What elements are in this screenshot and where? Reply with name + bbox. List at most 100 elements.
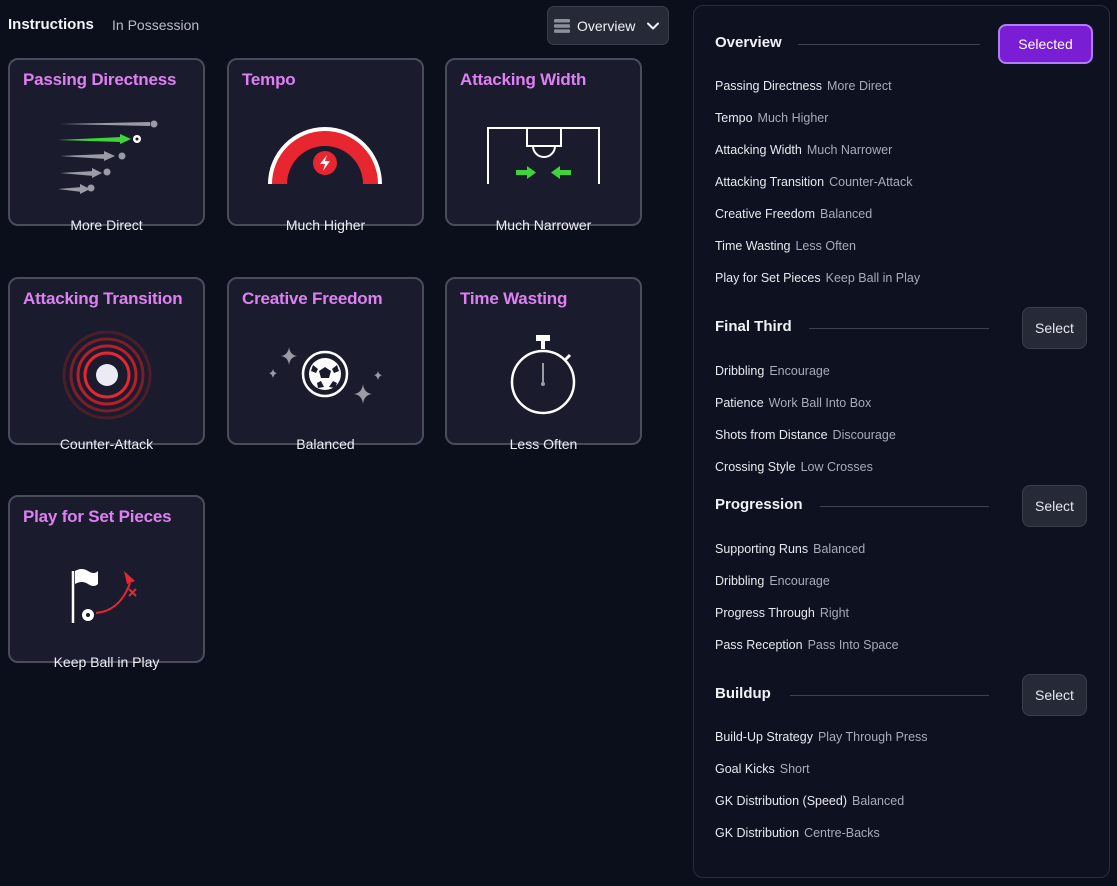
list-item: Tempo Much Higher [715, 111, 828, 125]
select-button[interactable]: Select [1022, 674, 1087, 716]
item-key: Dribbling [715, 364, 765, 378]
card-value: Keep Ball in Play [53, 654, 160, 670]
item-key: Attacking Transition [715, 175, 825, 189]
item-key: Time Wasting [715, 239, 791, 253]
item-key: Creative Freedom [715, 207, 816, 221]
item-key: Pass Reception [715, 638, 803, 652]
card-passing-directness[interactable]: Passing Directness More Direct [8, 58, 205, 233]
item-value: Balanced [813, 542, 866, 556]
card-title: Tempo [242, 70, 296, 89]
list-item: Attacking Transition Counter-Attack [715, 175, 912, 189]
list-item: Crossing Style Low Crosses [715, 460, 873, 474]
item-value: Keep Ball in Play [825, 271, 921, 285]
item-key: GK Distribution [715, 826, 800, 840]
instructions-panel: Overview Selected Passing Directness More… [693, 5, 1110, 878]
list-item: Build-Up Strategy Play Through Press [715, 730, 928, 744]
item-key: Patience [715, 396, 764, 410]
list-item: Progress Through Right [715, 606, 849, 620]
card-title: Time Wasting [460, 289, 568, 308]
list-item: Shots from Distance Discourage [715, 428, 896, 442]
card-value: More Direct [70, 217, 143, 233]
section-divider [809, 328, 989, 329]
stopwatch-icon [510, 335, 576, 415]
item-key: Build-Up Strategy [715, 730, 813, 744]
list-item: Attacking Width Much Narrower [715, 143, 892, 157]
card-title: Passing Directness [23, 70, 177, 89]
card-tempo[interactable]: Tempo Much Higher [227, 58, 424, 233]
card-play-for-set-pieces[interactable]: Play for Set Pieces Keep Ball in Play [8, 495, 205, 670]
item-value: Encourage [769, 364, 830, 378]
lines-icon [554, 18, 570, 33]
page-subtitle: In Possession [112, 17, 200, 33]
list-item: Patience Work Ball Into Box [715, 396, 871, 410]
item-value: Much Narrower [806, 143, 893, 157]
card-value: Much Narrower [495, 217, 592, 233]
item-key: Play for Set Pieces [715, 271, 821, 285]
item-value: Centre-Backs [804, 826, 880, 840]
item-key: Passing Directness [715, 79, 822, 93]
item-value: Balanced [852, 794, 905, 808]
card-value: Counter-Attack [59, 436, 154, 452]
view-dropdown-label: Overview [577, 17, 636, 34]
list-item: Time Wasting Less Often [715, 239, 856, 253]
section-title: Progression [715, 496, 803, 513]
item-value: Short [779, 762, 810, 776]
item-key: Crossing Style [715, 460, 796, 474]
item-value: Low Crosses [800, 460, 873, 474]
list-item: Passing Directness More Direct [715, 79, 892, 93]
item-key: Goal Kicks [715, 762, 775, 776]
card-time-wasting[interactable]: Time Wasting Less Often [445, 277, 642, 452]
card-attacking-width[interactable]: Attacking Width Much Narrower [445, 58, 642, 233]
card-value: Balanced [296, 436, 355, 452]
section-progression: Progression Select [715, 485, 1087, 527]
item-value: Encourage [769, 574, 830, 588]
view-dropdown[interactable]: Overview [547, 6, 669, 45]
item-value: Much Higher [757, 111, 829, 125]
select-button[interactable]: Select [1022, 307, 1087, 349]
section-title: Overview [715, 34, 782, 51]
list-item: Goal Kicks Short [715, 762, 810, 776]
list-item: Creative Freedom Balanced [715, 207, 872, 221]
ball-sparkles-icon [269, 347, 382, 404]
list-item: GK Distribution (Speed) Balanced [715, 794, 904, 808]
card-creative-freedom[interactable]: Creative Freedom Balanced [227, 277, 424, 452]
item-key: Attacking Width [715, 143, 802, 157]
section-overview: Overview Selected [715, 23, 1093, 64]
top-bar: Instructions In Possession Overview [8, 6, 670, 46]
list-item: Dribbling Encourage [715, 574, 830, 588]
item-value: Balanced [820, 207, 873, 221]
card-title: Play for Set Pieces [23, 507, 172, 526]
list-item: Supporting Runs Balanced [715, 542, 865, 556]
item-value: More Direct [827, 79, 892, 93]
item-value: Pass Into Space [807, 638, 899, 652]
item-value: Discourage [832, 428, 896, 442]
list-item: Pass Reception Pass Into Space [715, 638, 899, 652]
section-divider [790, 695, 989, 696]
list-item: GK Distribution Centre-Backs [715, 826, 880, 840]
card-title: Attacking Transition [23, 289, 183, 308]
pitch-narrow-icon [487, 127, 600, 184]
card-title: Attacking Width [460, 70, 587, 89]
list-item: Dribbling Encourage [715, 364, 830, 378]
item-value: Play Through Press [817, 730, 928, 744]
item-key: Dribbling [715, 574, 765, 588]
corner-flag-icon [71, 569, 137, 623]
ball-arrows-icon [58, 120, 158, 194]
item-key: GK Distribution (Speed) [715, 794, 848, 808]
chevron-down-icon [647, 22, 659, 30]
section-title: Buildup [715, 685, 771, 702]
list-item: Play for Set Pieces Keep Ball in Play [715, 271, 920, 285]
section-title: Final Third [715, 318, 792, 335]
card-value: Less Often [509, 436, 578, 452]
select-button[interactable]: Select [1022, 485, 1087, 527]
section-divider [798, 44, 980, 45]
item-value: Right [819, 606, 850, 620]
section-divider [820, 506, 989, 507]
card-attacking-transition[interactable]: Attacking Transition Counter-Attack [8, 277, 205, 452]
item-key: Shots from Distance [715, 428, 828, 442]
section-buildup: Buildup Select [715, 674, 1087, 716]
card-title: Creative Freedom [242, 289, 383, 308]
selected-button[interactable]: Selected [998, 24, 1093, 64]
item-value: Less Often [795, 239, 856, 253]
gauge-lightning-icon [268, 127, 382, 184]
